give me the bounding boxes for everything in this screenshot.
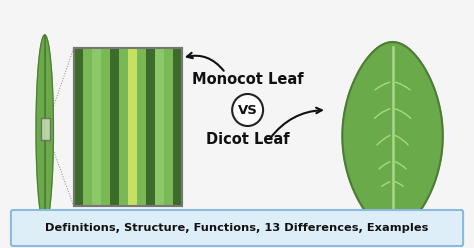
Bar xyxy=(128,48,137,206)
Bar xyxy=(173,48,182,206)
Text: Monocot Leaf: Monocot Leaf xyxy=(192,72,303,88)
Bar xyxy=(74,48,182,206)
Bar xyxy=(146,48,155,206)
FancyBboxPatch shape xyxy=(11,210,463,246)
Bar xyxy=(74,48,182,206)
Bar xyxy=(74,48,83,206)
Circle shape xyxy=(232,94,263,126)
Polygon shape xyxy=(36,35,54,225)
Text: Definitions, Structure, Functions, 13 Differences, Examples: Definitions, Structure, Functions, 13 Di… xyxy=(46,223,428,233)
Text: Dicot Leaf: Dicot Leaf xyxy=(206,132,290,148)
Bar xyxy=(101,48,110,206)
Bar xyxy=(110,48,119,206)
Bar xyxy=(83,48,92,206)
Bar xyxy=(155,48,164,206)
Bar xyxy=(164,48,173,206)
Bar xyxy=(92,48,101,206)
Bar xyxy=(137,48,146,206)
Bar xyxy=(41,118,50,140)
Polygon shape xyxy=(342,42,443,230)
Bar xyxy=(119,48,128,206)
Text: VS: VS xyxy=(237,103,257,117)
